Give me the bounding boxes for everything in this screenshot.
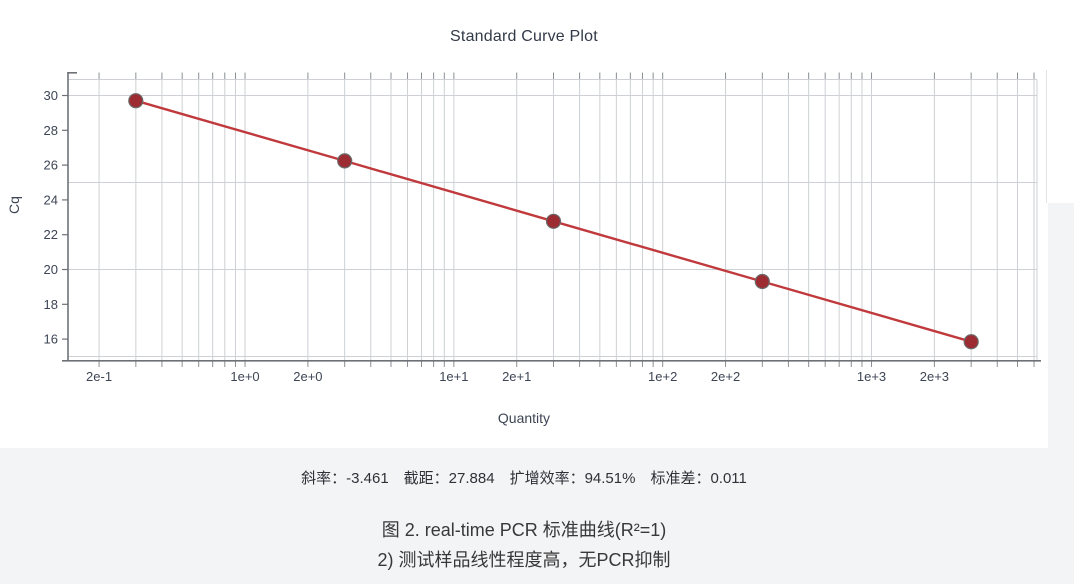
data-point (128, 93, 144, 109)
y-tick-label: 20 (44, 262, 58, 277)
x-tick-label: 2e+1 (502, 369, 531, 384)
x-tick-label: 1e+0 (230, 369, 259, 384)
y-tick-label: 26 (44, 158, 58, 173)
data-point (754, 273, 770, 290)
y-tick-label: 18 (44, 297, 58, 312)
y-tick-label: 16 (44, 332, 58, 347)
note-line: 2) 测试样品线性程度高，无PCR抑制 (377, 550, 671, 570)
x-tick-label: 1e+1 (439, 369, 468, 384)
stat-slope: 斜率：-3.461 (301, 470, 389, 487)
data-point (337, 153, 353, 169)
y-tick-label: 24 (44, 192, 58, 207)
x-tick-label: 2e+0 (293, 369, 322, 384)
stat-stddev: 标准差：0.011 (650, 470, 747, 487)
x-tick-label: 2e+2 (711, 369, 740, 384)
y-axis-label: Cq (6, 196, 22, 214)
figure-caption: 图 2. real-time PCR 标准曲线(R²=1) (381, 520, 667, 540)
chart-title: Standard Curve Plot (450, 28, 598, 45)
x-tick-label: 1e+3 (857, 369, 886, 384)
data-point (963, 334, 979, 350)
chart-panel: Standard Curve Plot 30 28 26 24 22 20 18 16 2e-1… (0, 0, 1048, 448)
data-point (545, 213, 562, 229)
standard-curve-plot: 30 28 26 24 22 20 18 16 2e-1 1e+0 2e+0 1e+1 2e+1 1e+2… (44, 72, 1041, 384)
y-tick-label: 28 (44, 123, 58, 138)
x-tick-label: 2e-1 (86, 369, 112, 384)
panel-edge-divider (1046, 70, 1047, 203)
y-tick-label: 30 (44, 88, 58, 103)
stat-intercept: 截距：27.884 (403, 470, 495, 487)
x-tick-label: 1e+2 (648, 369, 677, 384)
background-patch (1048, 0, 1074, 203)
x-axis-label: Quantity (497, 410, 551, 426)
x-tick-label: 2e+3 (920, 369, 949, 384)
regression-stats-row: 斜率：-3.461 截距：27.884 扩增效率：94.51% 标准差：0.01… (0, 467, 1048, 488)
stat-efficiency: 扩增效率：94.51% (509, 470, 636, 487)
y-tick-label: 22 (44, 227, 58, 242)
